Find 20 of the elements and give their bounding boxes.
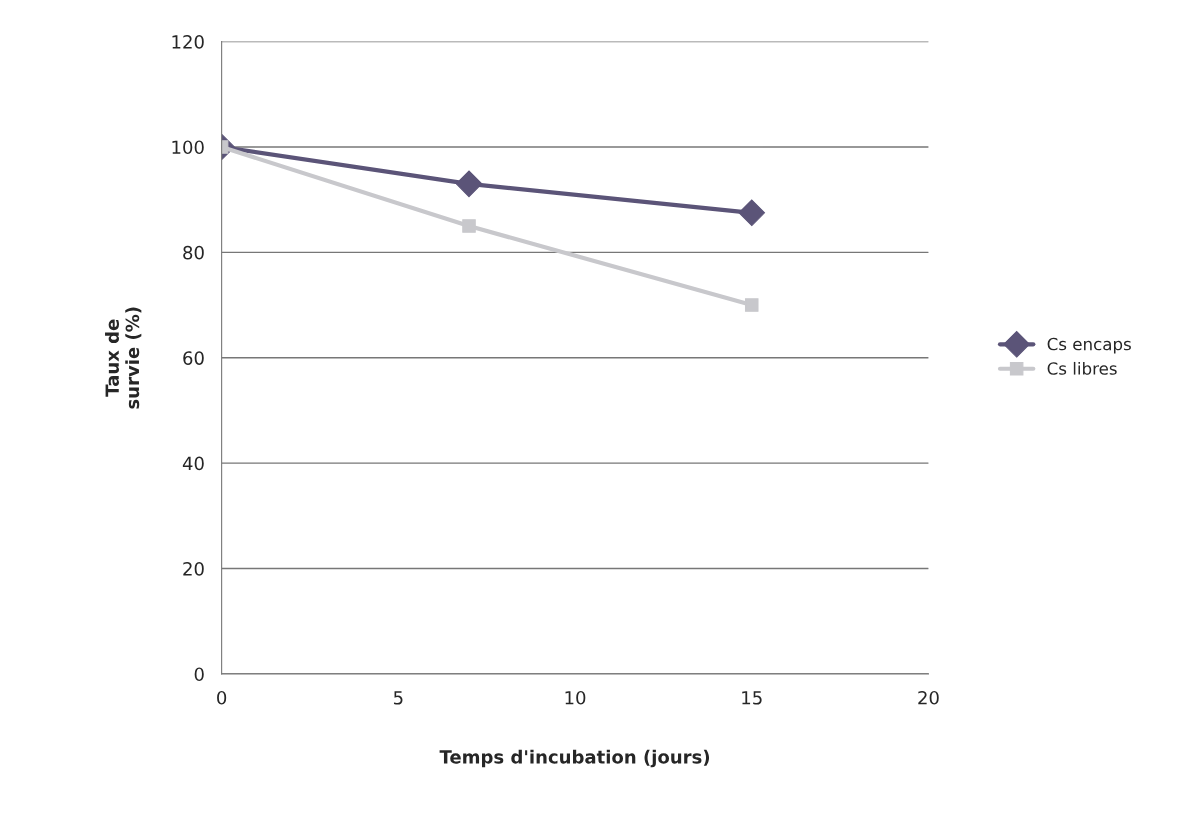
x-tick-label: 15 [742,691,762,705]
y-tick-label: 100 [172,140,204,155]
x-tick-label: 10 [565,690,586,705]
x-tick-label: 20 [918,690,939,705]
legend-label: Cs encaps [1047,337,1131,354]
y-tick-label: 0 [194,667,204,682]
y-tick-label: 40 [182,456,204,471]
point [462,219,476,233]
x-axis-title: Temps d'incubation (jours) [439,749,710,768]
x-tick-label: 5 [393,691,403,705]
y-tick-label: 20 [183,561,204,576]
point [744,298,759,312]
y-tick-label: 120 [172,35,204,49]
point [738,199,766,227]
y-tick-label: 60 [183,351,204,365]
y-axis-title: Taux de survie (%) [105,307,142,409]
legend-label: Cs libres [1047,361,1117,375]
y-tick-label: 80 [183,245,204,260]
point [455,170,483,198]
x-tick-label: 0 [217,690,227,705]
